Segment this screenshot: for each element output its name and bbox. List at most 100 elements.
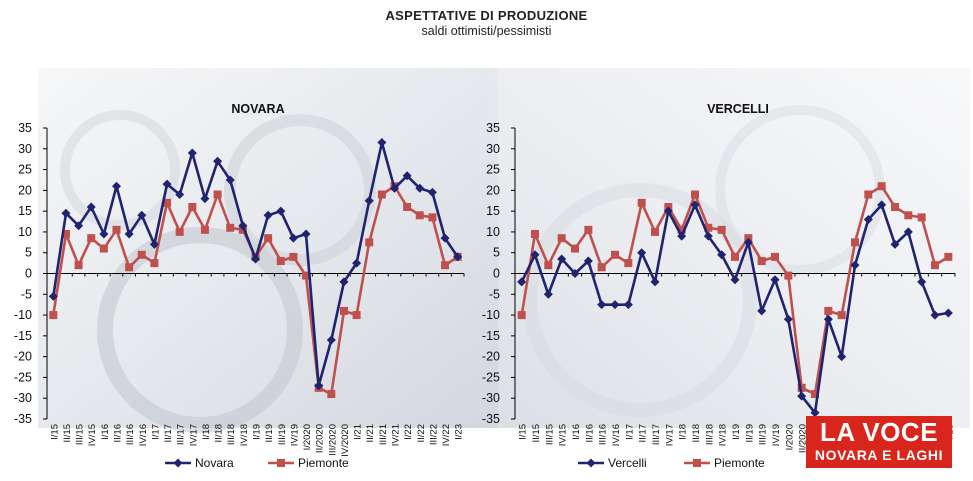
panel2-series-piemonte-point	[837, 311, 846, 320]
panel2-series-vercelli-point	[663, 206, 673, 216]
panel2-series-vercelli-point	[863, 214, 873, 224]
panel2-series-piemonte-point	[597, 263, 606, 272]
logo-line-2: NOVARA E LAGHI	[814, 447, 944, 463]
panel1-series-novara-point	[61, 208, 71, 218]
panel1-series-novara-point	[427, 187, 437, 197]
panel2-legend-vercelli-swatch-marker	[586, 458, 596, 468]
panel2-y-tick-label: -15	[482, 329, 500, 343]
panel2-y-tick-label: 10	[486, 225, 500, 239]
panel1-legend-novara-swatch-marker	[173, 458, 183, 468]
panel2-series-vercelli-point	[810, 408, 820, 418]
panel1-series-novara-point	[238, 221, 248, 231]
panel2-series-vercelli-point	[677, 231, 687, 241]
panel1-y-tick-label: 5	[25, 246, 32, 260]
panel2-x-tick-label: I/18	[678, 424, 689, 440]
panel2-series-piemonte-point	[531, 230, 539, 239]
panel2-series-piemonte-point	[544, 261, 553, 270]
panel2-series-piemonte-point	[717, 225, 726, 234]
panel1-x-tick-label: I/22	[403, 424, 414, 440]
panel2-x-tick-label: II/15	[531, 424, 542, 443]
panel1-series-piemonte-point	[175, 227, 184, 236]
panel1-series-piemonte-point	[226, 223, 235, 232]
panel1-series-piemonte-point	[403, 202, 412, 211]
panel1-series-novara-point	[402, 171, 412, 181]
panel1-series-novara-point	[86, 202, 96, 212]
panel1-series-piemonte-point	[99, 244, 108, 253]
panel2-series-vercelli-point	[717, 250, 727, 260]
panel1-x-tick-label: II/15	[62, 424, 73, 443]
panel2-series-piemonte-point	[917, 213, 926, 222]
panel2-series-piemonte-point	[851, 238, 859, 247]
panel1-series-novara-point	[440, 233, 450, 243]
panel1-series-piemonte-line	[52, 184, 459, 396]
panel1-y-tick-label: 20	[18, 183, 32, 197]
panel1-series-novara-point	[162, 179, 172, 189]
panel1-title: NOVARA	[231, 102, 284, 116]
panel2-series-piemonte-point	[797, 383, 806, 392]
panel1-series-novara-point	[352, 258, 362, 268]
panel2-series-piemonte-point	[677, 225, 686, 234]
panel2-series-vercelli-point	[570, 269, 580, 278]
panel2-y-tick-label: 20	[486, 183, 500, 197]
panel2-series-vercelli-point	[557, 254, 567, 264]
panel2-series-vercelli-point	[797, 391, 807, 401]
panel2-y-tick-label: 35	[486, 121, 500, 135]
panel2-series-vercelli-point	[890, 239, 900, 249]
panel1-series-novara-point	[48, 291, 58, 301]
panel2-series-vercelli-point	[703, 231, 713, 241]
panel2-x-tick-label: II/18	[691, 424, 702, 443]
panel1-y-tick-label: -35	[14, 412, 32, 426]
panel2-series-piemonte-point	[691, 190, 699, 199]
panel2-series-vercelli-point	[903, 227, 913, 237]
panel1-series-piemonte-point	[428, 213, 437, 222]
panel1-x-tick-label: I/2020	[302, 424, 313, 450]
panel2-series-piemonte-line	[520, 184, 949, 396]
panel1-y-tick-label: 15	[18, 204, 32, 218]
panel1-y-tick-label: 35	[18, 121, 32, 135]
panel2-series-piemonte-point	[864, 190, 873, 199]
panel2-y-tick-label: 0	[493, 267, 500, 281]
panel1-x-tick-label: I/18	[201, 424, 212, 440]
panel1-y-tick-label: -15	[14, 329, 32, 343]
panel1-series-piemonte-point	[137, 250, 146, 259]
panel2-y-tick-label: -35	[482, 412, 500, 426]
panel2-x-tick-label: I/16	[571, 424, 582, 440]
panel1-series-novara-point	[124, 229, 134, 239]
panel1-legend-piemonte-swatch-marker	[277, 459, 285, 467]
panel1-series-novara-point	[263, 210, 273, 220]
panel1-series-piemonte-point	[377, 190, 386, 199]
panel1-x-tick-label: II/16	[113, 424, 124, 443]
panel2-series-vercelli-point	[610, 300, 620, 310]
panel2-series-vercelli-point	[730, 275, 740, 285]
panel2-series-vercelli-point	[597, 300, 607, 310]
panel2-series-vercelli-point	[543, 289, 553, 299]
panel2-y-tick-label: 25	[486, 163, 500, 177]
panel1-series-novara-point	[251, 254, 260, 264]
panel2-x-tick-label: IV/17	[664, 424, 675, 446]
panel1-series-novara-point	[390, 183, 399, 193]
panel1-series-novara-point	[301, 229, 311, 239]
panel2-x-tick-label: III/18	[704, 424, 715, 445]
panel2-series-vercelli-point	[783, 314, 793, 324]
panel1-legend-piemonte-label: Piemonte	[298, 456, 349, 470]
panel2-series-vercelli-point	[837, 352, 847, 362]
panel1-series-piemonte-point	[365, 238, 374, 247]
panel1-series-piemonte-point	[112, 225, 121, 234]
panel2-series-piemonte-point	[637, 198, 646, 207]
panel2-x-tick-label: I/2020	[784, 424, 795, 450]
panel2-series-vercelli-point	[850, 260, 860, 270]
panel2-series-piemonte-point	[811, 390, 819, 399]
panel2-series-piemonte-point	[931, 261, 939, 270]
panel1-series-piemonte-point	[150, 259, 159, 268]
panel1-y-tick-label: -10	[14, 308, 32, 322]
brand-logo: LA VOCE NOVARA E LAGHI	[806, 416, 952, 468]
panel2-title: VERCELLI	[707, 102, 769, 116]
panel2-series-vercelli-point	[637, 248, 647, 258]
panel2-x-tick-label: II/19	[744, 424, 755, 443]
panel2-series-piemonte-point	[891, 202, 899, 211]
panel2-series-piemonte-point	[944, 252, 953, 261]
panel2-y-tick-label: 15	[486, 204, 500, 218]
panel1-x-tick-label: I/23	[454, 424, 465, 440]
panel1-series-novara-point	[213, 156, 223, 166]
